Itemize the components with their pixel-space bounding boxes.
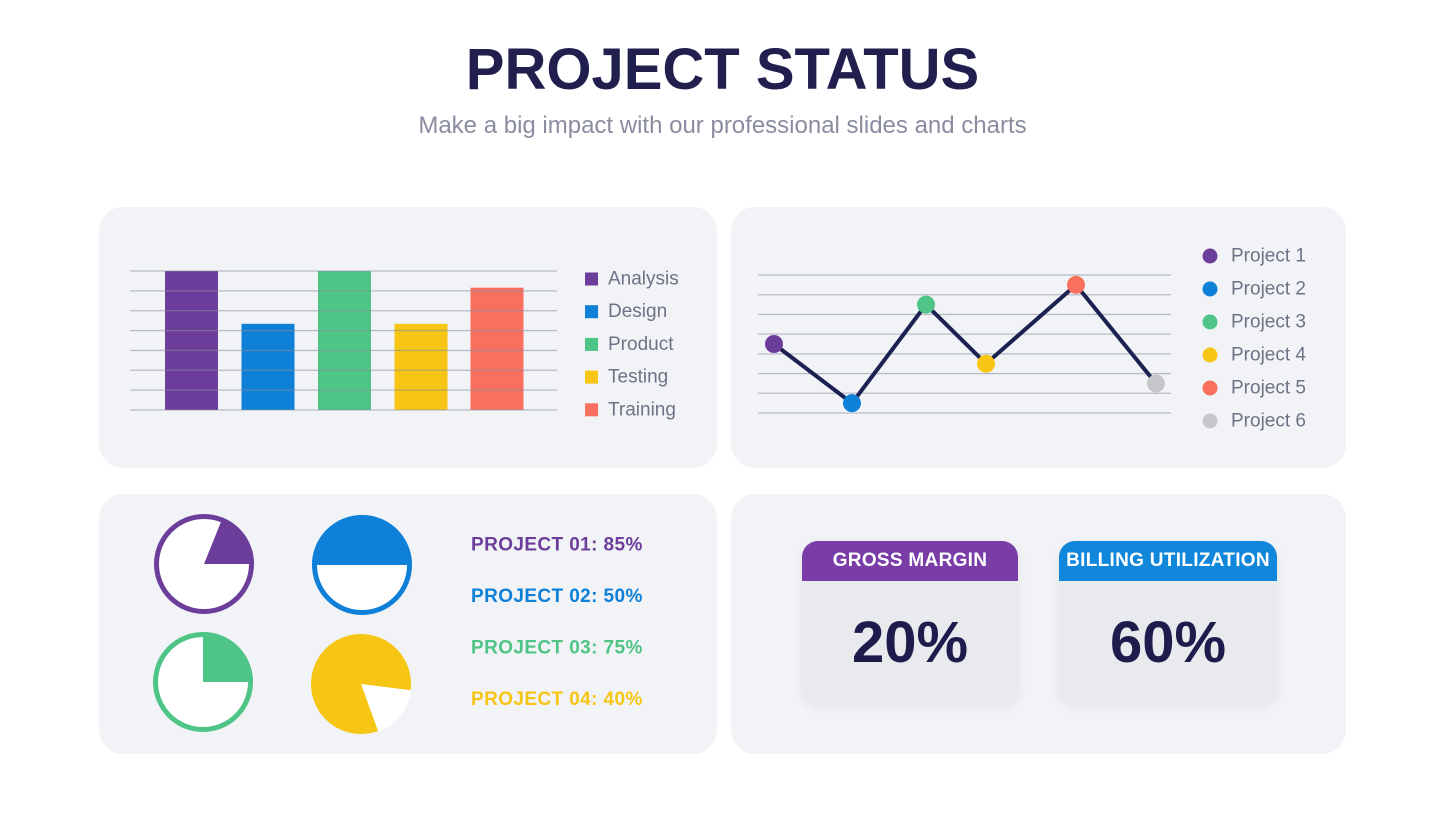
legend-dot-project-6 (1202, 413, 1218, 429)
stat-card-body: 20% (802, 581, 1018, 703)
stat-value: 60% (1109, 609, 1227, 675)
legend-swatch-analysis (585, 272, 598, 286)
pie-project-03-slice (203, 632, 253, 682)
legend-label: Product (608, 334, 674, 355)
legend-swatch-design (585, 305, 598, 319)
data-point-project-1 (765, 335, 783, 353)
legend-label: Training (608, 399, 676, 420)
legend-swatch-testing (585, 370, 598, 384)
bar-chart: Analysis Design Product Testing Training (130, 269, 679, 420)
data-point-project-6 (1147, 374, 1165, 393)
bar-testing (394, 323, 448, 410)
pie-project-02-slice (312, 515, 412, 565)
page-subtitle: Make a big impact with our professional … (418, 112, 1027, 139)
data-point-project-5 (1067, 275, 1085, 294)
stat-card-gross-margin: GROSS MARGIN 20% (802, 541, 1018, 703)
bar-design (241, 323, 295, 410)
line-chart-panel: Project 1 Project 2 Project 3 Project 4 Proj… (731, 207, 1346, 468)
legend-dot-project-3 (1202, 314, 1218, 330)
pie-project-04-slice (361, 684, 412, 732)
pie-label-project-02: PROJECT 02: 50% (471, 586, 643, 607)
legend-label: Testing (608, 367, 668, 388)
trend-line (772, 282, 1158, 406)
legend-label: Project 3 (1231, 312, 1306, 333)
legend-swatch-product (585, 337, 598, 351)
line-chart: Project 1 Project 2 Project 3 Project 4 Proj… (758, 246, 1306, 432)
legend-label: Design (608, 301, 667, 322)
pie-label-project-03: PROJECT 03: 75% (471, 638, 643, 659)
pie-charts: PROJECT 01: 85% PROJECT 02: 50% PROJECT 03… (153, 514, 643, 734)
data-point-project-3 (917, 295, 935, 314)
data-point-project-4 (977, 354, 995, 373)
stat-cards-panel: GROSS MARGIN 20% BILLING UTILIZATION 60% (731, 494, 1346, 754)
legend-dot-project-5 (1202, 380, 1218, 396)
legend-label: Project 4 (1231, 345, 1306, 366)
legend-label: Project 1 (1231, 246, 1306, 267)
stat-value: 20% (851, 609, 969, 675)
legend-dot-project-2 (1202, 281, 1218, 297)
page-title: PROJECT STATUS (465, 37, 980, 102)
legend-dot-project-1 (1202, 248, 1218, 264)
bar-training (470, 287, 524, 410)
bar-analysis (165, 271, 218, 410)
stat-card-billing-utilization: BILLING UTILIZATION 60% (1059, 541, 1277, 703)
legend-dot-project-4 (1202, 347, 1218, 363)
stat-card-header: GROSS MARGIN (802, 541, 1018, 581)
pie-project-01-slice (204, 517, 255, 564)
bar-product (318, 271, 371, 410)
data-point-project-2 (843, 394, 861, 413)
legend-label: Project 5 (1231, 378, 1306, 399)
pie-label-project-01: PROJECT 01: 85% (471, 535, 643, 556)
bar-chart-panel: Analysis Design Product Testing Training (99, 207, 717, 468)
pie-charts-panel: PROJECT 01: 85% PROJECT 02: 50% PROJECT 03… (99, 494, 717, 754)
legend-label: Project 6 (1231, 411, 1306, 432)
pie-label-project-04: PROJECT 04: 40% (471, 689, 643, 710)
legend-label: Project 2 (1231, 279, 1306, 300)
legend-label: Analysis (608, 269, 679, 290)
stat-card-header: BILLING UTILIZATION (1059, 541, 1277, 581)
legend-swatch-training (585, 403, 598, 417)
stat-card-body: 60% (1059, 581, 1277, 703)
